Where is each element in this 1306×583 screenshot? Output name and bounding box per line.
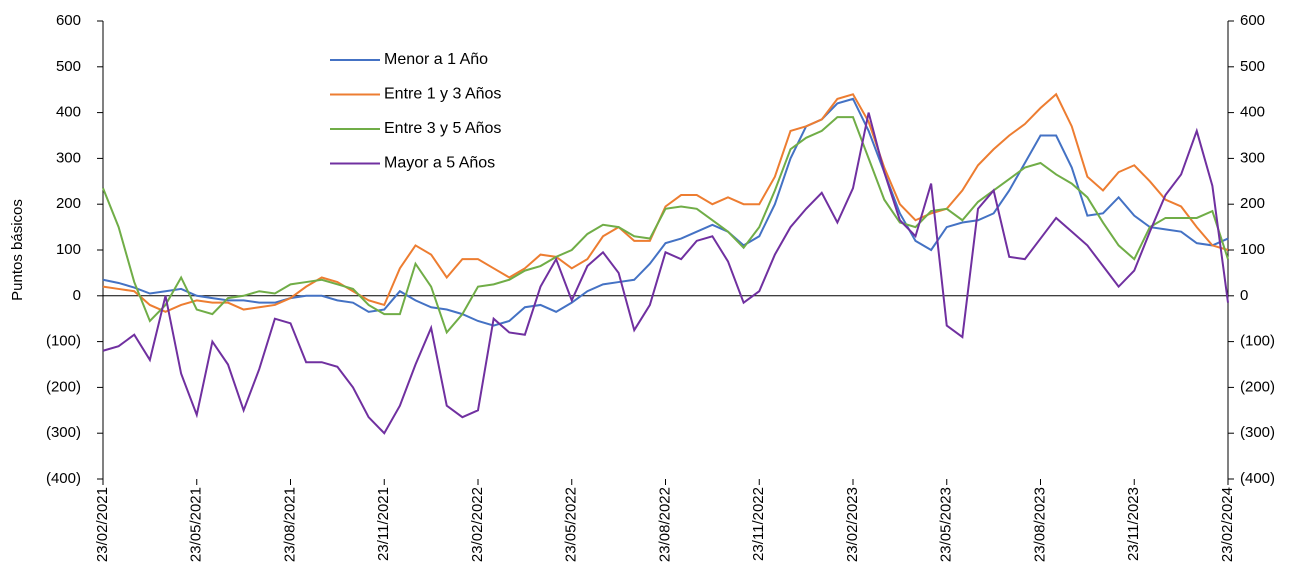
legend-label: Entre 1 y 3 Años xyxy=(384,86,501,103)
x-tick-label: 23/02/2023 xyxy=(844,487,861,562)
y-tick-label: (300) xyxy=(46,424,81,441)
y-tick-label: (100) xyxy=(46,333,81,350)
series-line xyxy=(102,97,1229,327)
y-tick-label: 200 xyxy=(56,195,81,212)
series-line xyxy=(102,92,1229,313)
y2-tick-label: 500 xyxy=(1240,58,1265,75)
y-tick-label: 0 xyxy=(73,287,81,304)
y2-tick-label: 100 xyxy=(1240,241,1265,258)
y2-tick-label: 600 xyxy=(1240,12,1265,29)
x-tick-label: 23/02/2022 xyxy=(469,487,486,562)
y2-tick-label: 200 xyxy=(1240,195,1265,212)
x-tick-label: 23/11/2023 xyxy=(1125,487,1142,561)
x-tick-label: 23/11/2022 xyxy=(750,487,767,561)
series-line xyxy=(102,112,1229,435)
x-tick-label: 23/08/2023 xyxy=(1031,487,1048,562)
y-tick-label: 600 xyxy=(56,12,81,29)
y2-tick-label: (300) xyxy=(1240,424,1275,441)
x-tick-label: 23/02/2024 xyxy=(1219,487,1236,562)
x-tick-label: 23/05/2021 xyxy=(188,487,205,562)
y-tick-label: 400 xyxy=(56,104,81,121)
y2-tick-label: 400 xyxy=(1240,104,1265,121)
y2-tick-label: 300 xyxy=(1240,149,1265,166)
y-tick-label: 100 xyxy=(56,241,81,258)
y-tick-label: (400) xyxy=(46,470,81,487)
y-axis-label: Puntos básicos xyxy=(9,199,26,301)
y2-tick-label: 0 xyxy=(1240,287,1248,304)
legend-label: Entre 3 y 5 Años xyxy=(384,120,501,137)
legend-label: Menor a 1 Año xyxy=(384,51,488,68)
series-line xyxy=(102,116,1229,335)
y-tick-label: 300 xyxy=(56,149,81,166)
y2-tick-label: (200) xyxy=(1240,378,1275,395)
y2-tick-label: (400) xyxy=(1240,470,1275,487)
y-tick-label: (200) xyxy=(46,378,81,395)
x-tick-label: 23/02/2021 xyxy=(94,487,111,562)
y2-tick-label: (100) xyxy=(1240,333,1275,350)
x-tick-label: 23/11/2021 xyxy=(375,487,392,561)
x-tick-label: 23/08/2022 xyxy=(656,487,673,562)
x-tick-label: 23/05/2022 xyxy=(563,487,580,562)
y-tick-label: 500 xyxy=(56,58,81,75)
x-tick-label: 23/05/2023 xyxy=(938,487,955,562)
legend-label: Mayor a 5 Años xyxy=(384,155,495,172)
x-tick-label: 23/08/2021 xyxy=(281,487,298,562)
